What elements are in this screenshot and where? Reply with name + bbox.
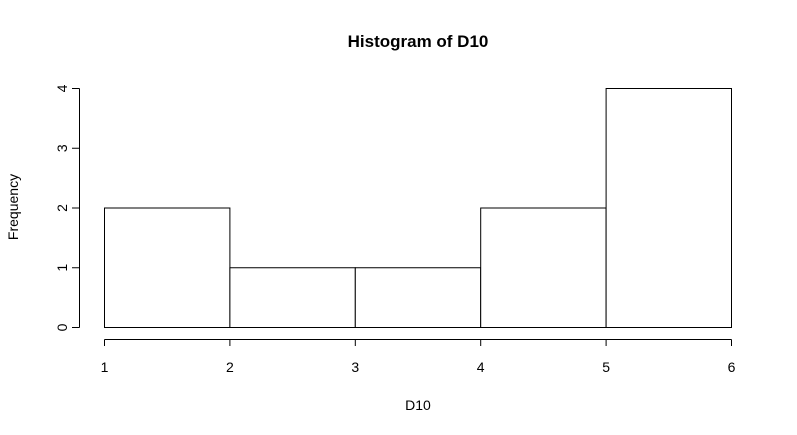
chart-title: Histogram of D10 xyxy=(348,32,489,51)
x-axis: 1 2 3 4 5 6 xyxy=(101,339,736,375)
y-tick-label: 3 xyxy=(54,144,70,152)
histogram-bar-4 xyxy=(480,207,607,328)
y-tick-label: 1 xyxy=(54,264,70,272)
x-tick-label: 1 xyxy=(101,359,109,375)
y-axis: 0 1 2 3 4 xyxy=(54,84,80,331)
bars-group xyxy=(104,88,732,328)
x-tick-label: 2 xyxy=(226,359,234,375)
x-axis-label: D10 xyxy=(405,397,431,413)
y-tick-label: 4 xyxy=(54,84,70,92)
x-tick-label: 4 xyxy=(477,359,485,375)
x-tick-label: 5 xyxy=(602,359,610,375)
x-tick-label: 3 xyxy=(351,359,359,375)
y-tick-label: 0 xyxy=(54,323,70,331)
histogram-bar-1 xyxy=(104,207,231,328)
y-axis-label: Frequency xyxy=(5,174,21,240)
histogram-bar-5 xyxy=(605,88,732,328)
histogram-bar-3 xyxy=(354,267,482,328)
x-tick-label: 6 xyxy=(728,359,736,375)
histogram-bar-2 xyxy=(229,267,356,328)
y-tick-label: 2 xyxy=(54,204,70,212)
